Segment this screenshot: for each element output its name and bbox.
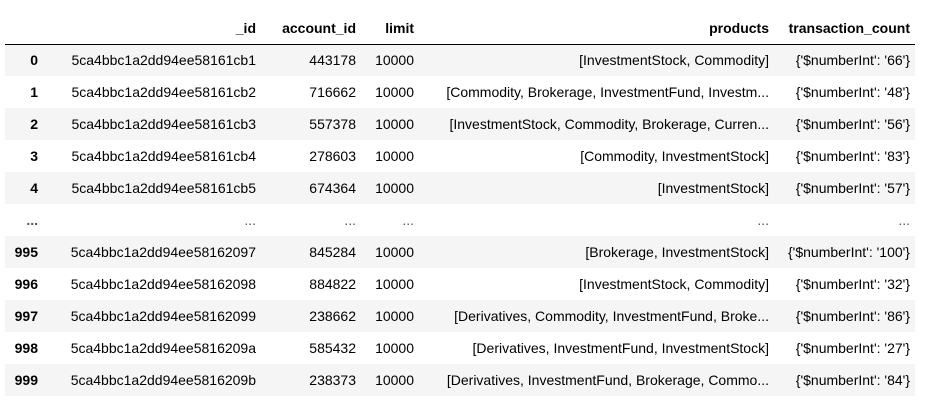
row-index: ... [26,212,38,228]
table-body: 0 5ca4bbc1a2dd94ee58161cb1 443178 10000 … [5,44,915,396]
cell-products: [InvestmentStock, Commodity, Brokerage, … [449,116,769,132]
cell-account-id: 557378 [309,116,356,132]
cell-products: [Commodity, InvestmentStock] [580,148,769,164]
row-index: 996 [14,276,38,292]
cell-limit: 10000 [375,180,414,196]
cell-id: 5ca4bbc1a2dd94ee58162098 [70,276,256,292]
cell-limit: 10000 [375,148,414,164]
cell-products: [Derivatives, InvestmentFund, Investment… [472,340,769,356]
cell-account-id: 278603 [309,148,356,164]
cell-transaction-count: {'$numberInt': '100'} [787,244,910,260]
header-index [5,12,43,45]
cell-transaction-count: {'$numberInt': '32'} [795,276,910,292]
cell-limit: 10000 [375,244,414,260]
cell-transaction-count: {'$numberInt': '83'} [795,148,910,164]
cell-products: ... [757,212,769,228]
cell-limit: 10000 [375,340,414,356]
cell-limit: 10000 [375,372,414,388]
cell-account-id: 674364 [309,180,356,196]
cell-products: [Brokerage, InvestmentStock] [585,244,769,260]
table-row: 998 5ca4bbc1a2dd94ee5816209a 585432 1000… [5,332,915,364]
row-index: 998 [14,340,38,356]
cell-products: [Commodity, Brokerage, InvestmentFund, I… [446,84,769,100]
cell-limit: 10000 [375,308,414,324]
ellipsis-row: ... ... ... ... ... ... [5,204,915,236]
cell-limit: 10000 [375,84,414,100]
cell-products: [Derivatives, InvestmentFund, Brokerage,… [446,372,769,388]
header-row: _id account_id limit products transactio… [5,12,915,45]
row-index: 995 [14,244,38,260]
cell-account-id: 585432 [309,340,356,356]
cell-transaction-count: {'$numberInt': '27'} [795,340,910,356]
table-row: 0 5ca4bbc1a2dd94ee58161cb1 443178 10000 … [5,44,915,76]
table-header: _id account_id limit products transactio… [5,12,915,45]
cell-limit: 10000 [375,52,414,69]
header-account-id: account_id [261,12,361,45]
cell-transaction-count: {'$numberInt': '66'} [795,52,910,69]
cell-products: [Derivatives, Commodity, InvestmentFund,… [454,308,769,324]
cell-id: 5ca4bbc1a2dd94ee5816209b [70,372,256,388]
row-index: 2 [30,116,38,132]
cell-id: 5ca4bbc1a2dd94ee58161cb1 [71,52,256,69]
row-index: 997 [14,308,38,324]
cell-products: [InvestmentStock, Commodity] [579,276,769,292]
cell-id: 5ca4bbc1a2dd94ee5816209a [70,340,256,356]
cell-products: [InvestmentStock] [657,180,769,196]
table-row: 999 5ca4bbc1a2dd94ee5816209b 238373 1000… [5,364,915,396]
row-index: 4 [30,180,38,196]
cell-account-id: 884822 [309,276,356,292]
cell-account-id: 443178 [309,52,356,69]
cell-account-id: 238662 [309,308,356,324]
cell-id: ... [244,212,256,228]
table-row: 3 5ca4bbc1a2dd94ee58161cb4 278603 10000 … [5,140,915,172]
cell-account-id: 238373 [309,372,356,388]
cell-transaction-count: {'$numberInt': '86'} [795,308,910,324]
cell-id: 5ca4bbc1a2dd94ee58162099 [70,308,256,324]
cell-transaction-count: {'$numberInt': '57'} [795,180,910,196]
header-transaction-count: transaction_count [774,12,915,45]
cell-limit: 10000 [375,116,414,132]
table-row: 995 5ca4bbc1a2dd94ee58162097 845284 1000… [5,236,915,268]
cell-account-id: ... [344,212,356,228]
cell-transaction-count: {'$numberInt': '56'} [795,116,910,132]
cell-account-id: 716662 [309,84,356,100]
row-index: 999 [14,372,38,388]
cell-account-id: 845284 [309,244,356,260]
cell-transaction-count: {'$numberInt': '84'} [795,372,910,388]
table-row: 2 5ca4bbc1a2dd94ee58161cb3 557378 10000 … [5,108,915,140]
cell-id: 5ca4bbc1a2dd94ee58162097 [70,244,256,260]
table-row: 997 5ca4bbc1a2dd94ee58162099 238662 1000… [5,300,915,332]
row-index: 1 [30,84,38,100]
header-products: products [419,12,774,45]
cell-transaction-count: ... [898,212,910,228]
header-id: _id [43,12,261,45]
row-index: 3 [30,148,38,164]
cell-id: 5ca4bbc1a2dd94ee58161cb4 [71,148,256,164]
cell-transaction-count: {'$numberInt': '48'} [795,84,910,100]
cell-limit: ... [402,212,414,228]
cell-products: [InvestmentStock, Commodity] [579,52,769,69]
cell-id: 5ca4bbc1a2dd94ee58161cb2 [71,84,256,100]
cell-id: 5ca4bbc1a2dd94ee58161cb3 [71,116,256,132]
table-row: 1 5ca4bbc1a2dd94ee58161cb2 716662 10000 … [5,76,915,108]
table-row: 996 5ca4bbc1a2dd94ee58162098 884822 1000… [5,268,915,300]
table-row: 4 5ca4bbc1a2dd94ee58161cb5 674364 10000 … [5,172,915,204]
dataframe-table: _id account_id limit products transactio… [5,12,915,396]
header-limit: limit [361,12,419,45]
cell-id: 5ca4bbc1a2dd94ee58161cb5 [71,180,256,196]
cell-limit: 10000 [375,276,414,292]
row-index: 0 [30,52,38,69]
